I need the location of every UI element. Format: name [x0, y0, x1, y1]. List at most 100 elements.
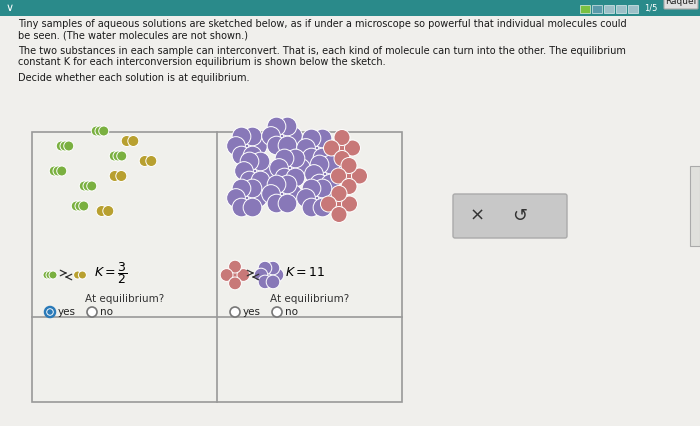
Circle shape — [275, 149, 294, 168]
Circle shape — [318, 138, 337, 157]
Circle shape — [267, 194, 286, 213]
Circle shape — [95, 126, 105, 136]
Circle shape — [49, 166, 60, 176]
Circle shape — [139, 155, 150, 167]
FancyBboxPatch shape — [664, 0, 698, 9]
Circle shape — [297, 189, 315, 207]
Circle shape — [238, 137, 256, 155]
Circle shape — [281, 158, 300, 177]
Circle shape — [229, 277, 241, 290]
Circle shape — [284, 127, 302, 145]
Circle shape — [232, 146, 251, 165]
FancyBboxPatch shape — [592, 5, 602, 13]
Circle shape — [240, 171, 259, 190]
Circle shape — [258, 261, 272, 275]
Circle shape — [146, 155, 157, 167]
Circle shape — [116, 170, 127, 181]
Circle shape — [117, 151, 127, 161]
FancyBboxPatch shape — [604, 5, 614, 13]
Circle shape — [103, 205, 114, 216]
Circle shape — [316, 165, 335, 183]
Circle shape — [304, 165, 323, 183]
Circle shape — [278, 117, 297, 136]
Circle shape — [278, 175, 297, 194]
Circle shape — [307, 189, 326, 207]
Circle shape — [230, 307, 240, 317]
Circle shape — [331, 196, 347, 212]
Circle shape — [302, 198, 321, 217]
Circle shape — [302, 148, 321, 167]
Circle shape — [128, 135, 139, 147]
Circle shape — [243, 146, 262, 165]
Circle shape — [262, 184, 280, 203]
Circle shape — [243, 127, 262, 146]
Circle shape — [74, 271, 82, 279]
Circle shape — [243, 179, 262, 198]
Circle shape — [78, 271, 86, 279]
Text: no: no — [100, 307, 113, 317]
Circle shape — [313, 129, 332, 148]
Circle shape — [109, 170, 120, 181]
Circle shape — [251, 152, 270, 171]
Circle shape — [286, 168, 305, 187]
Circle shape — [53, 166, 63, 176]
Circle shape — [270, 158, 288, 177]
Circle shape — [220, 269, 233, 282]
Circle shape — [342, 196, 358, 212]
Circle shape — [302, 129, 321, 148]
Circle shape — [243, 198, 262, 217]
Circle shape — [266, 275, 280, 289]
Text: At equilibrium?: At equilibrium? — [270, 294, 349, 304]
Circle shape — [330, 168, 346, 184]
Circle shape — [278, 136, 297, 155]
Circle shape — [341, 158, 357, 173]
Circle shape — [297, 138, 315, 157]
Circle shape — [96, 205, 107, 216]
Circle shape — [327, 165, 345, 183]
Circle shape — [254, 268, 268, 282]
Circle shape — [310, 155, 329, 174]
Circle shape — [267, 136, 286, 155]
Circle shape — [238, 189, 256, 207]
Circle shape — [75, 201, 85, 211]
Circle shape — [71, 201, 81, 211]
Circle shape — [334, 150, 350, 167]
Text: At equilibrium?: At equilibrium? — [85, 294, 164, 304]
Circle shape — [321, 196, 337, 212]
Text: Decide whether each solution is at equilibrium.: Decide whether each solution is at equil… — [18, 73, 249, 83]
Circle shape — [227, 137, 246, 155]
Circle shape — [240, 152, 259, 171]
Text: ∨: ∨ — [6, 3, 14, 13]
Circle shape — [313, 148, 332, 167]
Circle shape — [310, 174, 329, 193]
Circle shape — [227, 189, 246, 207]
Circle shape — [266, 261, 280, 275]
Circle shape — [46, 271, 54, 279]
Circle shape — [64, 141, 74, 151]
Circle shape — [321, 174, 340, 193]
Circle shape — [262, 268, 276, 282]
Text: ↺: ↺ — [512, 207, 528, 225]
FancyBboxPatch shape — [580, 5, 590, 13]
Circle shape — [321, 155, 340, 174]
Text: ×: × — [470, 207, 484, 225]
Circle shape — [121, 135, 132, 147]
Text: $K=\dfrac{3}{2}$: $K=\dfrac{3}{2}$ — [94, 260, 127, 286]
Circle shape — [78, 201, 89, 211]
Circle shape — [307, 138, 326, 157]
Circle shape — [286, 149, 305, 168]
Circle shape — [331, 207, 347, 222]
FancyBboxPatch shape — [616, 5, 626, 13]
Circle shape — [87, 181, 97, 191]
Circle shape — [229, 260, 241, 273]
Circle shape — [232, 127, 251, 146]
Circle shape — [232, 198, 251, 217]
Text: be seen. (The water molecules are not shown.): be seen. (The water molecules are not sh… — [18, 30, 248, 40]
Circle shape — [47, 309, 52, 315]
Circle shape — [284, 184, 302, 203]
FancyBboxPatch shape — [628, 5, 638, 13]
Text: Tiny samples of aqueous solutions are sketched below, as if under a microscope s: Tiny samples of aqueous solutions are sk… — [18, 19, 626, 29]
Circle shape — [341, 178, 357, 195]
Circle shape — [113, 151, 123, 161]
Circle shape — [334, 140, 350, 156]
